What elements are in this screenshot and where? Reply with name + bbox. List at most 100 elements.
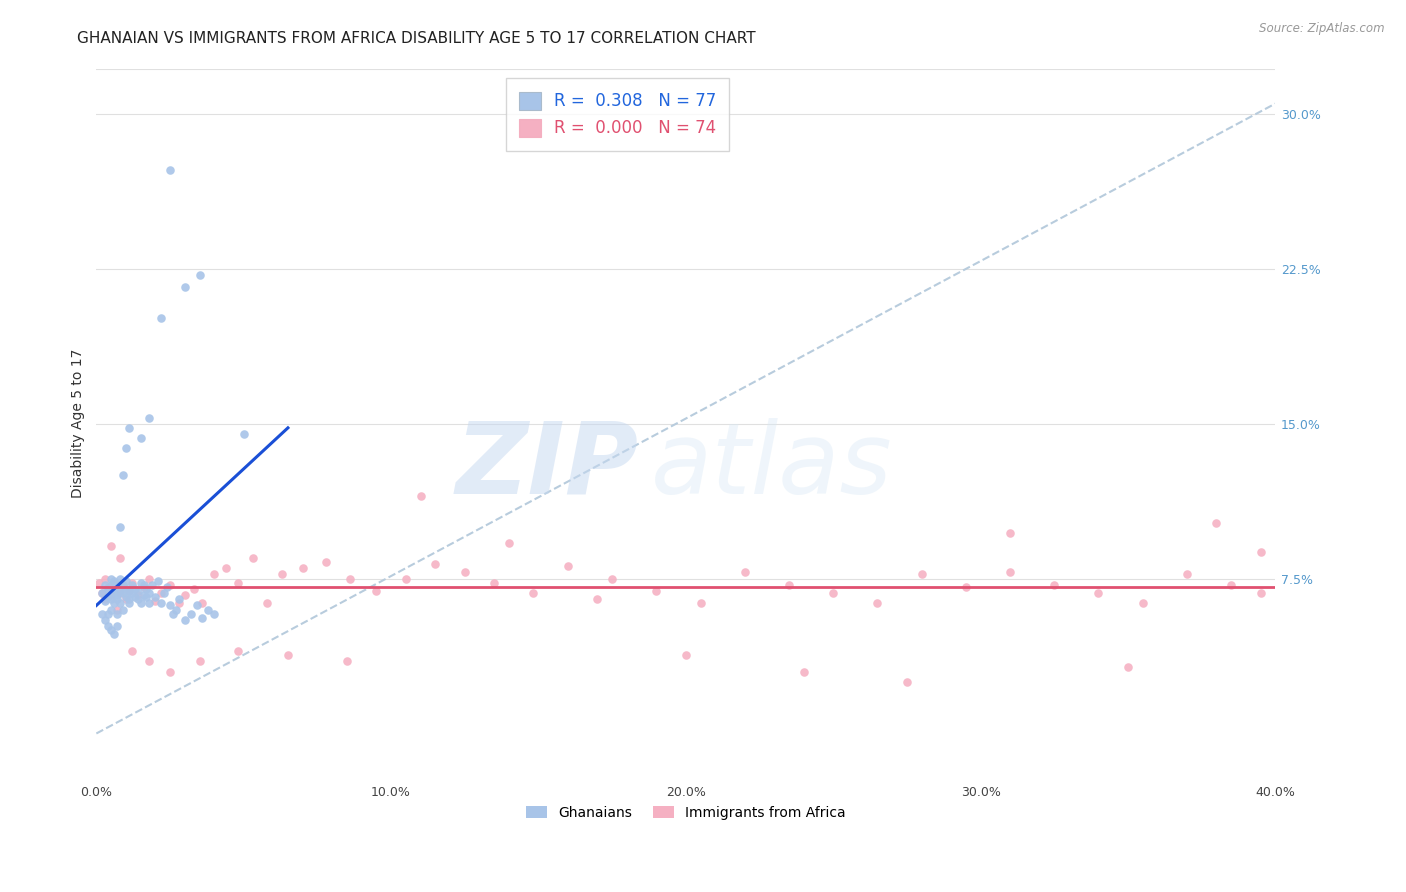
Point	[108, 551, 131, 566]
Point	[1220, 578, 1243, 592]
Point	[498, 536, 520, 550]
Point	[143, 590, 166, 604]
Point	[135, 582, 157, 596]
Point	[114, 590, 136, 604]
Point	[108, 520, 131, 534]
Point	[143, 594, 166, 608]
Point	[1250, 545, 1272, 559]
Point	[226, 575, 249, 590]
Point	[97, 582, 120, 596]
Point	[138, 572, 160, 586]
Point	[141, 578, 163, 592]
Point	[409, 489, 432, 503]
Point	[127, 588, 149, 602]
Point	[159, 665, 181, 679]
Point	[89, 575, 111, 590]
Point	[955, 580, 977, 594]
Point	[153, 586, 176, 600]
Point	[124, 582, 146, 596]
Text: GHANAIAN VS IMMIGRANTS FROM AFRICA DISABILITY AGE 5 TO 17 CORRELATION CHART: GHANAIAN VS IMMIGRANTS FROM AFRICA DISAB…	[77, 31, 756, 46]
Point	[97, 607, 120, 621]
Point	[103, 582, 125, 596]
Point	[277, 648, 299, 662]
Point	[998, 566, 1021, 580]
Point	[778, 578, 800, 592]
Point	[215, 561, 238, 575]
Point	[866, 596, 889, 610]
Point	[103, 574, 125, 588]
Point	[121, 586, 143, 600]
Point	[100, 602, 122, 616]
Point	[150, 596, 173, 610]
Point	[186, 599, 208, 613]
Point	[167, 596, 190, 610]
Point	[100, 578, 122, 592]
Point	[111, 578, 134, 592]
Point	[315, 555, 337, 569]
Point	[103, 586, 125, 600]
Point	[97, 590, 120, 604]
Point	[121, 578, 143, 592]
Point	[108, 572, 131, 586]
Point	[103, 627, 125, 641]
Point	[156, 580, 179, 594]
Point	[232, 427, 254, 442]
Point	[121, 644, 143, 658]
Point	[1205, 516, 1227, 530]
Point	[793, 665, 815, 679]
Point	[97, 619, 120, 633]
Point	[242, 551, 264, 566]
Text: atlas: atlas	[651, 417, 891, 515]
Point	[202, 607, 225, 621]
Point	[173, 613, 195, 627]
Point	[425, 557, 447, 571]
Point	[271, 567, 294, 582]
Point	[454, 566, 477, 580]
Point	[191, 596, 214, 610]
Point	[557, 559, 579, 574]
Y-axis label: Disability Age 5 to 17: Disability Age 5 to 17	[72, 349, 86, 499]
Point	[105, 592, 128, 607]
Point	[114, 442, 136, 456]
Point	[129, 575, 152, 590]
Point	[173, 588, 195, 602]
Point	[1250, 586, 1272, 600]
Point	[734, 566, 756, 580]
Point	[339, 572, 361, 586]
Point	[94, 578, 117, 592]
Point	[111, 602, 134, 616]
Point	[127, 592, 149, 607]
Point	[103, 596, 125, 610]
Point	[1116, 660, 1139, 674]
Point	[105, 607, 128, 621]
Point	[94, 572, 117, 586]
Point	[132, 578, 155, 592]
Point	[138, 654, 160, 668]
Point	[118, 592, 141, 607]
Point	[91, 586, 114, 600]
Point	[159, 162, 181, 177]
Point	[600, 572, 623, 586]
Point	[395, 572, 418, 586]
Point	[103, 575, 125, 590]
Point	[132, 580, 155, 594]
Point	[188, 268, 211, 282]
Point	[111, 468, 134, 483]
Point	[127, 584, 149, 599]
Point	[173, 280, 195, 294]
Point	[148, 574, 170, 588]
Point	[138, 410, 160, 425]
Point	[132, 588, 155, 602]
Point	[129, 431, 152, 445]
Point	[100, 572, 122, 586]
Point	[124, 590, 146, 604]
Point	[105, 619, 128, 633]
Point	[91, 607, 114, 621]
Point	[105, 602, 128, 616]
Point	[197, 602, 219, 616]
Point	[100, 624, 122, 638]
Point	[159, 599, 181, 613]
Point	[100, 539, 122, 553]
Point	[183, 582, 205, 596]
Point	[180, 607, 202, 621]
